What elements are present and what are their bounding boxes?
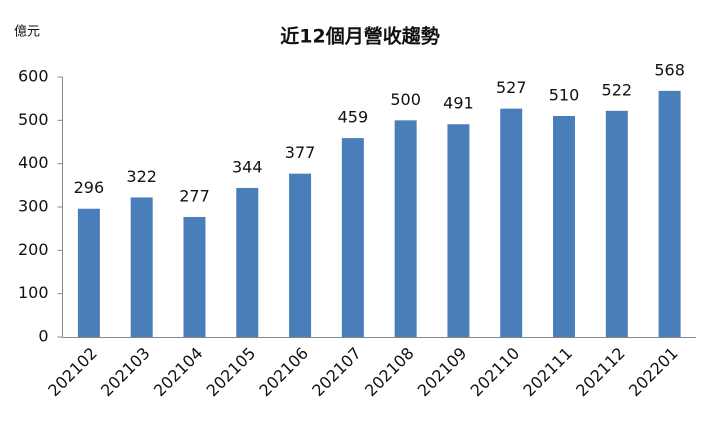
data-label: 296 xyxy=(74,178,105,197)
y-tick-label: 500 xyxy=(18,110,49,129)
bar xyxy=(605,110,628,337)
data-label: 491 xyxy=(443,94,474,113)
y-axis-unit: 億元 xyxy=(14,24,40,40)
y-tick-label: 300 xyxy=(18,197,49,216)
data-label: 459 xyxy=(338,108,369,127)
bar xyxy=(77,208,100,337)
data-label: 344 xyxy=(232,157,263,176)
bar xyxy=(394,120,417,337)
bar xyxy=(447,124,470,337)
bar xyxy=(658,90,681,337)
bar xyxy=(236,187,259,337)
data-label: 277 xyxy=(179,186,210,205)
bar xyxy=(553,116,576,337)
data-label: 510 xyxy=(549,86,580,105)
chart-title: 近12個月營收趨勢 xyxy=(280,25,439,48)
y-tick-label: 0 xyxy=(38,327,48,346)
y-tick-label: 400 xyxy=(18,153,49,172)
data-label: 322 xyxy=(126,167,157,186)
data-label: 522 xyxy=(602,80,633,99)
bar xyxy=(289,173,312,337)
y-tick-label: 200 xyxy=(18,240,49,259)
data-label: 500 xyxy=(390,90,421,109)
data-label: 527 xyxy=(496,78,527,97)
data-label: 377 xyxy=(285,143,316,162)
data-label: 568 xyxy=(654,60,685,79)
y-tick-label: 100 xyxy=(18,283,49,302)
bar xyxy=(130,197,153,337)
y-tick-label: 600 xyxy=(18,67,49,86)
bar xyxy=(183,216,206,337)
bar xyxy=(341,138,364,337)
bar xyxy=(500,108,523,337)
